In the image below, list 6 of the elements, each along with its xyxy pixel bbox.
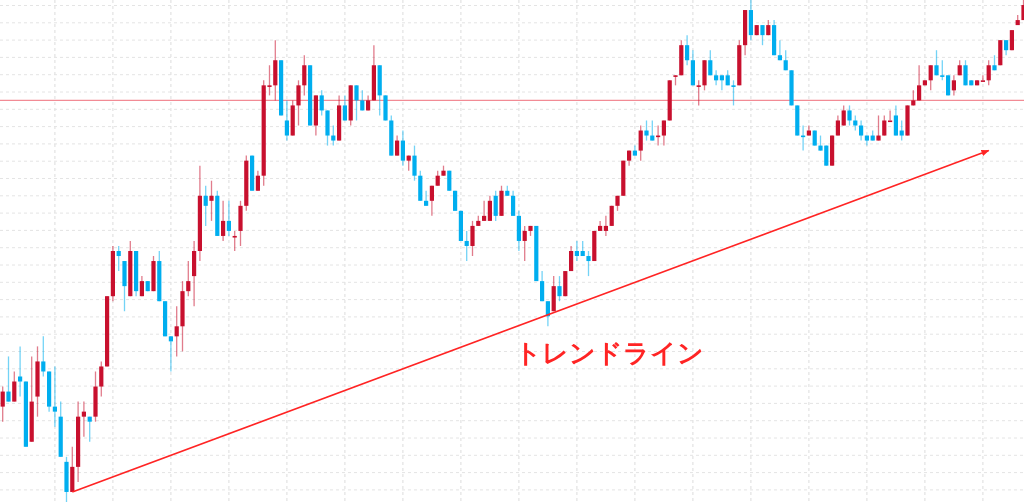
candlestick: [980, 74, 985, 82]
candlestick: [424, 190, 429, 207]
candlestick: [888, 109, 893, 123]
candlestick: [719, 74, 724, 92]
annotation: トレンドライン: [515, 338, 704, 368]
candlestick: [714, 69, 719, 86]
